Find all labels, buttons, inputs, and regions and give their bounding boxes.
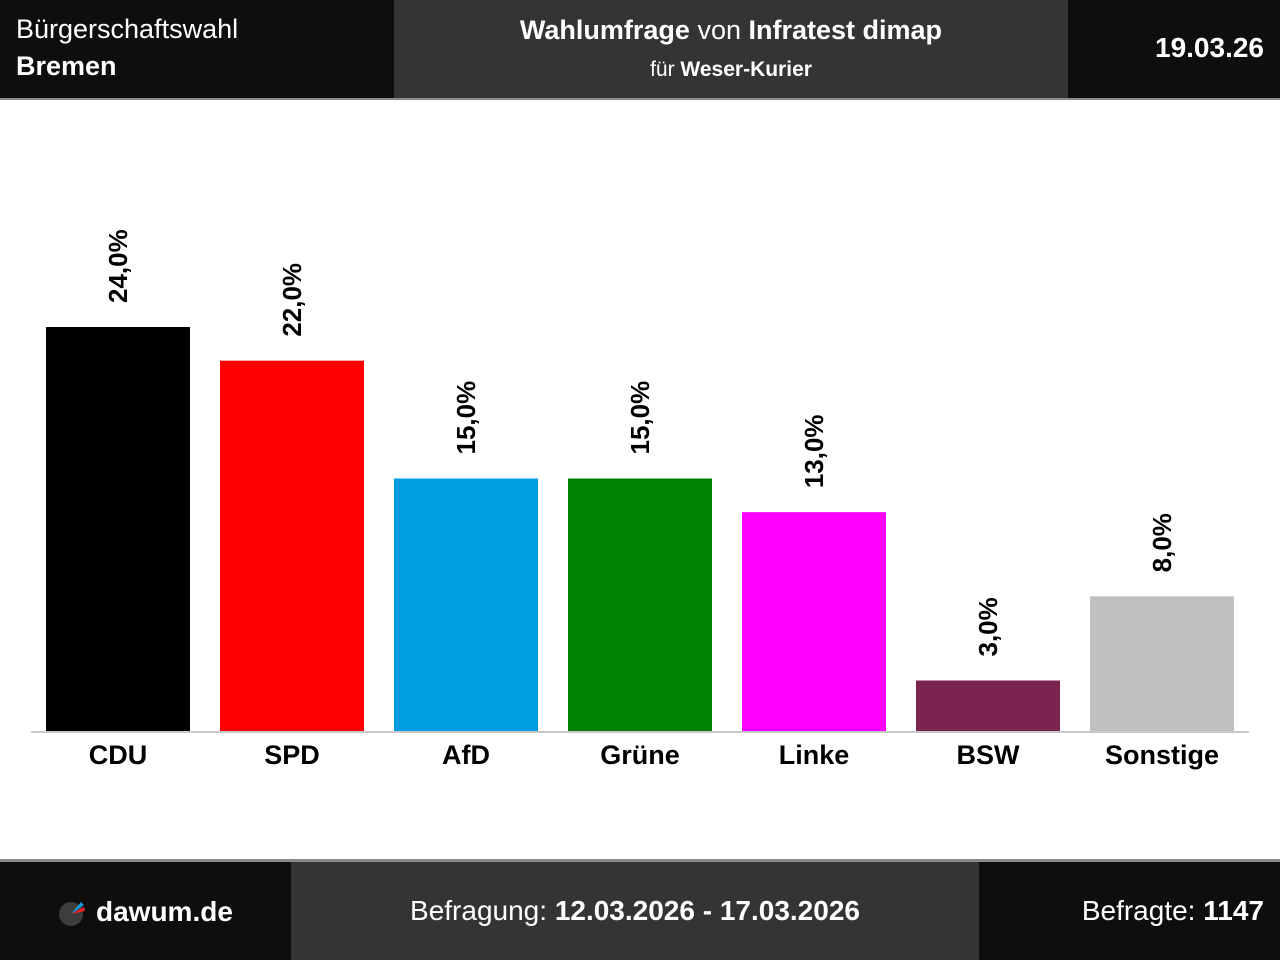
category-label: AfD (442, 740, 490, 770)
bar-linke (742, 512, 886, 731)
date-panel: 19.03.26 (1068, 0, 1280, 98)
brand-link[interactable]: dawum.de (58, 896, 233, 928)
category-label: CDU (89, 740, 148, 770)
poll-title: Wahlumfrage von Infratest dimap (394, 15, 1068, 46)
poll-title-bold: Wahlumfrage (519, 15, 690, 45)
value-label: 15,0% (451, 381, 481, 455)
footer-divider (0, 859, 1280, 862)
value-label: 24,0% (103, 229, 133, 303)
value-label: 15,0% (625, 381, 655, 455)
bar-afd (394, 478, 538, 731)
poll-title-panel: Wahlumfrage von Infratest dimap für Wese… (394, 0, 1068, 98)
value-label: 22,0% (277, 263, 307, 337)
survey-period: Befragung: 12.03.2026 - 17.03.2026 (291, 895, 979, 927)
category-label: SPD (264, 740, 320, 770)
value-label: 8,0% (1147, 513, 1177, 572)
poll-title-von: von (697, 15, 741, 45)
survey-period-label: Befragung: (410, 895, 548, 926)
publish-date: 19.03.26 (1155, 32, 1264, 63)
bar-grne (568, 478, 712, 731)
client-name: Weser-Kurier (680, 58, 812, 81)
category-label: Linke (779, 740, 850, 770)
bar-chart: 24,0% CDU 22,0% SPD 15,0% AfD 15,0% Grüne 13,0% L… (31, 229, 1249, 770)
poll-client: für Weser-Kurier (394, 58, 1068, 82)
bar-bsw (916, 680, 1060, 731)
survey-period-panel: Befragung: 12.03.2026 - 17.03.2026 (291, 862, 979, 960)
bar-cdu (46, 327, 190, 731)
region-name: Bremen (16, 51, 117, 81)
institute-name: Infratest dimap (748, 15, 943, 45)
category-label: Grüne (600, 740, 680, 770)
dawum-logo-icon (59, 902, 85, 926)
sample-size-label: Befragte: (1081, 895, 1196, 926)
category-label: BSW (957, 740, 1021, 770)
category-label: Sonstige (1105, 740, 1219, 770)
sample-size: Befragte: 1147 (1082, 895, 1264, 927)
value-label: 3,0% (973, 597, 1003, 656)
survey-period-value: 12.03.2026 - 17.03.2026 (554, 895, 860, 926)
sample-size-value: 1147 (1203, 895, 1264, 926)
value-label: 13,0% (799, 414, 829, 488)
sample-size-panel: Befragte: 1147 (979, 862, 1280, 960)
bar-sonstige (1090, 596, 1234, 731)
election-name: Bürgerschaftswahl (16, 14, 239, 44)
header: Bürgerschaftswahl Bremen Wahlumfrage von… (0, 0, 1280, 98)
bar-spd (220, 360, 364, 731)
brand-name: dawum.de (96, 896, 233, 927)
brand-panel: dawum.de (0, 862, 291, 960)
header-divider (0, 98, 1280, 100)
client-prefix: für (650, 58, 675, 81)
election-panel: Bürgerschaftswahl Bremen (0, 0, 394, 98)
